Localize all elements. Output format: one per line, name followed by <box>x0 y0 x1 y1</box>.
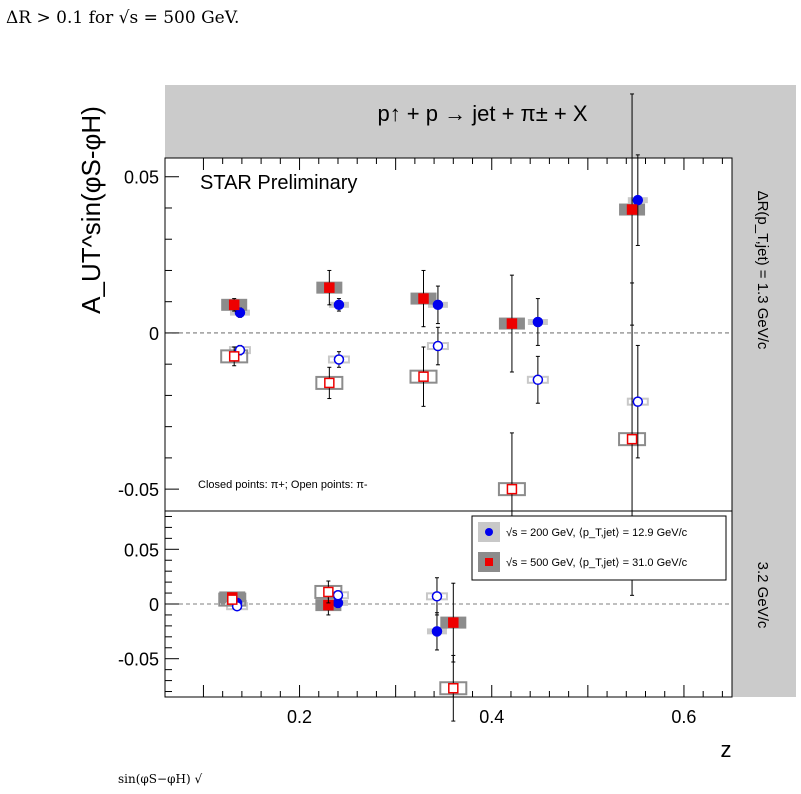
top-data-point <box>432 340 444 352</box>
x-tick-label: 0.2 <box>287 707 312 727</box>
annotation-note: Closed points: π+; Open points: π- <box>198 479 368 491</box>
x-tick-label: 0.6 <box>671 707 696 727</box>
top-data-point <box>432 299 444 311</box>
top-data-point <box>228 351 240 362</box>
right-label-top: ΔR(p_T,jet) = 1.3 GeV/c <box>754 191 771 350</box>
top-data-point <box>532 374 544 386</box>
caption-top: ΔR > 0.1 for √s = 500 GeV. <box>6 8 240 28</box>
top-data-point <box>626 204 638 215</box>
legend-marker <box>485 558 493 566</box>
top-data-point <box>324 377 335 389</box>
top-data-point <box>324 282 335 293</box>
top-data-point <box>506 318 518 329</box>
top-data-point <box>506 483 518 495</box>
annotation-star: STAR Preliminary <box>200 172 357 194</box>
y-top-tick-label: -0.05 <box>118 480 159 500</box>
legend-label: √s = 200 GeV, ⟨p_T,jet⟩ = 12.9 GeV/c <box>506 527 688 539</box>
y-axis-label: A_UT^sin(φS-φH) <box>76 106 106 314</box>
legend-label: √s = 500 GeV, ⟨p_T,jet⟩ = 31.0 GeV/c <box>506 557 688 569</box>
bottom-data-point <box>431 626 443 637</box>
top-data-point <box>532 316 544 328</box>
x-tick-label: 0.4 <box>479 707 504 727</box>
y-bottom-tick-label: 0 <box>149 595 159 615</box>
plot-area <box>164 157 733 698</box>
top-data-point <box>333 354 345 365</box>
y-top-tick-label: 0 <box>149 324 159 344</box>
legend-box <box>471 515 727 581</box>
right-label-bottom: 3.2 GeV/c <box>754 562 771 629</box>
bottom-data-point <box>448 617 459 628</box>
chart-title: p↑ + p → jet + π± + X <box>377 101 587 126</box>
top-data-point <box>228 299 240 311</box>
top-data-point <box>234 307 246 318</box>
bottom-data-point <box>431 591 443 602</box>
bottom-data-point <box>332 589 344 601</box>
top-data-point <box>626 433 638 445</box>
bottom-data-point <box>448 682 459 694</box>
bottom-data-point <box>323 586 334 598</box>
y-bottom-tick-label: 0.05 <box>124 540 159 560</box>
legend-marker <box>485 528 493 536</box>
top-data-point <box>632 194 644 206</box>
y-bottom-tick-label: -0.05 <box>118 650 159 670</box>
top-data-point <box>418 293 429 304</box>
x-axis-label: z <box>721 737 732 762</box>
top-data-point <box>333 299 345 311</box>
bottom-data-point <box>227 594 238 605</box>
y-top-tick-label: 0.05 <box>124 168 159 188</box>
top-data-point <box>418 371 429 382</box>
caption-bottom: sin(φS−φH) √ <box>118 772 203 786</box>
top-data-point <box>632 396 644 407</box>
